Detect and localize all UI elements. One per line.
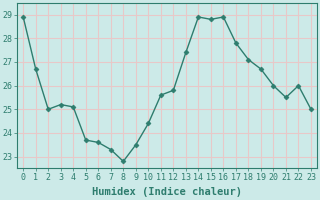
X-axis label: Humidex (Indice chaleur): Humidex (Indice chaleur) [92,187,242,197]
